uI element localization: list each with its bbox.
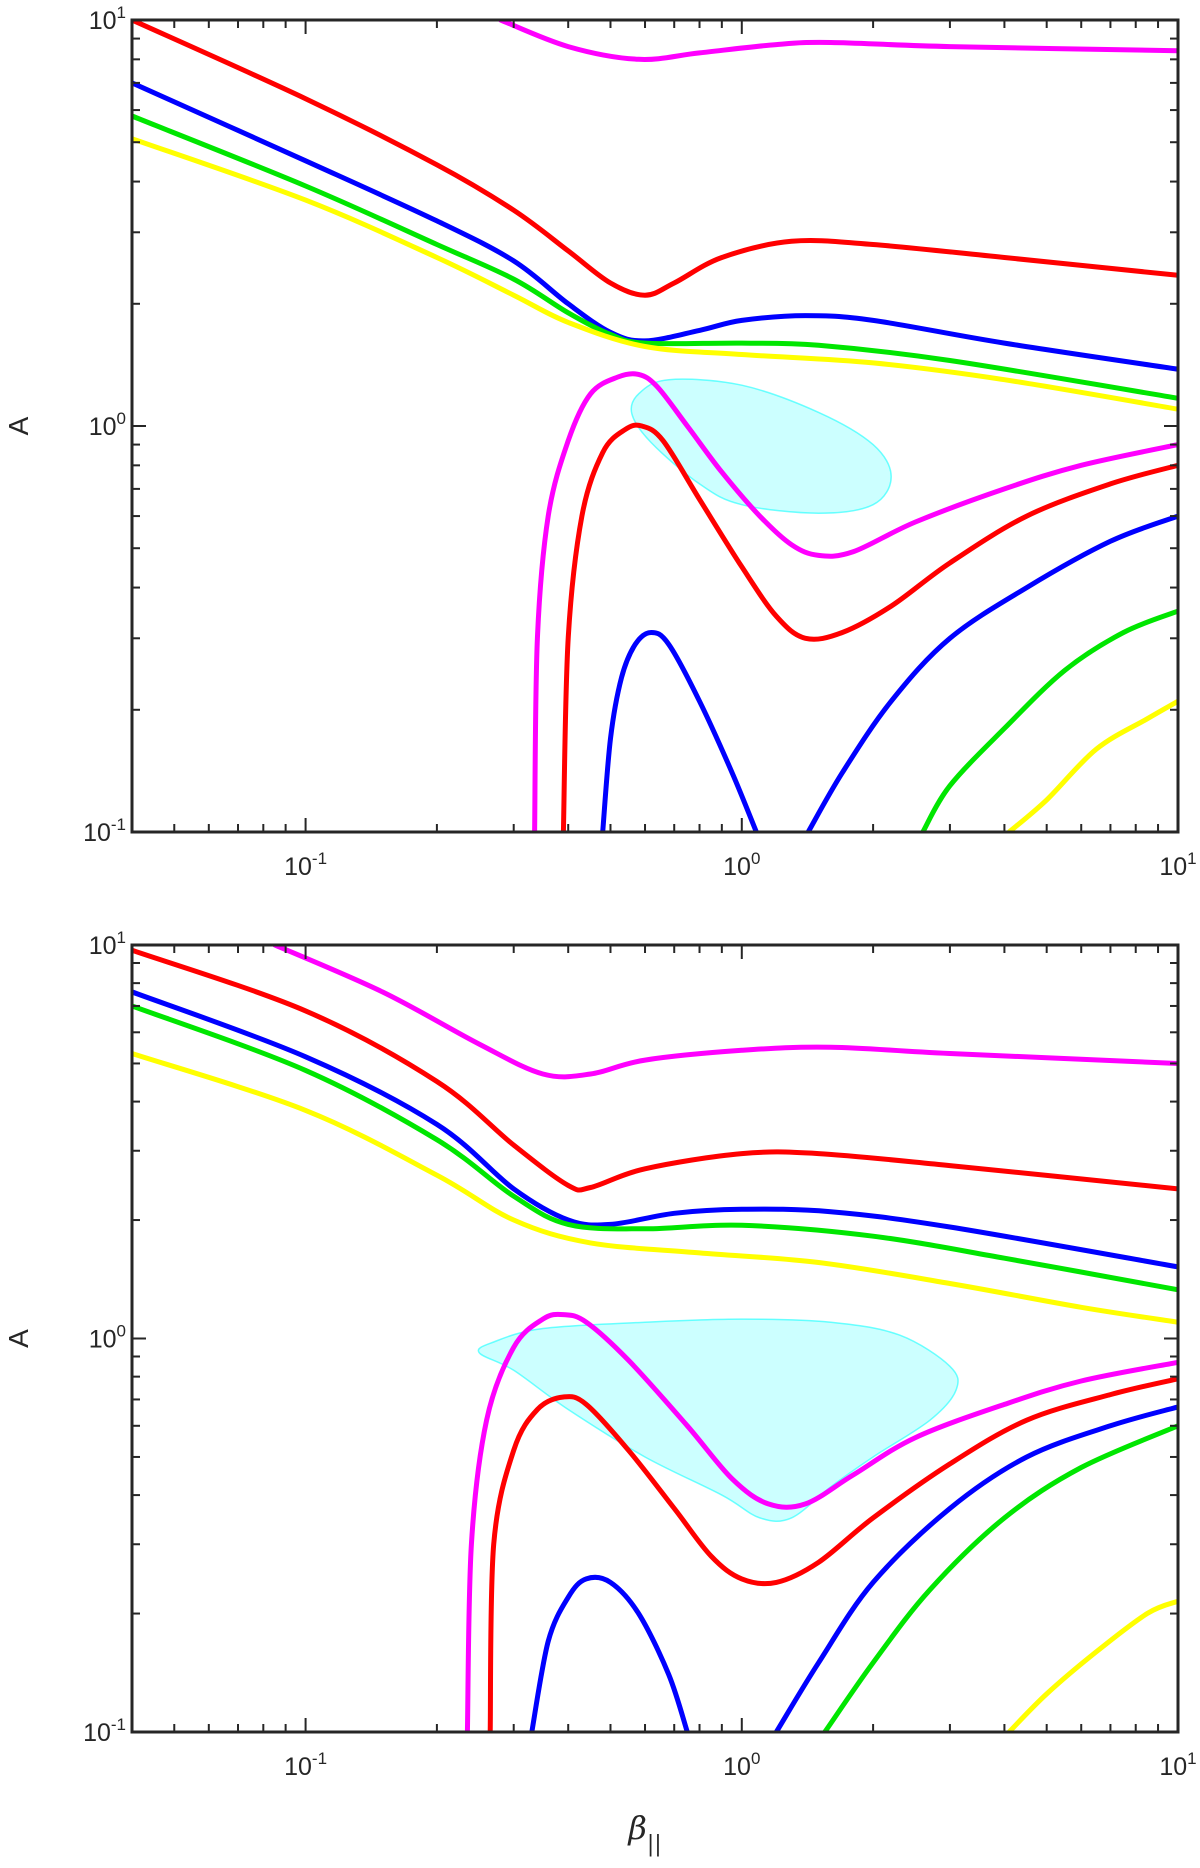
series-line-lower-10 [1006,1598,1178,1732]
x-tick-label: 100 [723,1749,760,1781]
x-axis-label-symbol: β [627,1809,647,1847]
series-line-lower-10 [1006,698,1178,832]
y-tick-label: 100 [89,409,126,441]
x-tick-label: 10-1 [284,1749,327,1781]
x-axis-label-subscript: || [647,1832,662,1857]
tick-exponent: 0 [751,849,760,868]
series-line-upper-3 [132,113,1178,401]
tick-exponent: 0 [117,1322,126,1341]
tick-base: 10 [89,932,117,960]
x-tick-label: 10-1 [284,849,327,881]
x-tick-label: 100 [723,849,760,881]
tick-exponent: 1 [1187,1749,1196,1768]
tick-exponent: -1 [111,815,126,834]
series-line-lower-7 [600,630,759,832]
series-line-lower-8 [805,513,1178,832]
plot-area [132,20,1178,832]
tick-base: 10 [284,1753,312,1781]
tick-exponent: -1 [111,1715,126,1734]
series-line-lower-9 [822,1423,1178,1732]
tick-base: 10 [83,1719,111,1747]
series-line-lower-5 [464,1311,1178,1732]
tick-exponent: -1 [312,1749,327,1768]
series-line-lower-6 [560,422,1178,832]
series-line-upper-4 [132,1051,1178,1325]
y-tick-label: 100 [89,1322,126,1354]
x-axis-label: β|| [627,1809,661,1857]
tick-base: 10 [284,853,312,881]
tick-exponent: -1 [312,849,327,868]
tick-exponent: 0 [117,409,126,428]
series-line-upper-2 [132,989,1178,1270]
tick-base: 10 [89,1326,117,1354]
tick-exponent: 1 [117,928,126,947]
plot-content [132,945,1178,1732]
series-line-upper-0 [272,945,1178,1080]
series-line-upper-1 [132,20,1178,298]
tick-exponent: 1 [1187,849,1196,868]
tick-base: 10 [1159,1753,1187,1781]
series-line-lower-9 [920,608,1178,832]
series-line-upper-3 [132,1003,1178,1293]
series-line-lower-7 [529,1574,690,1732]
tick-base: 10 [1159,853,1187,881]
series-line-lower-6 [487,1376,1178,1732]
y-axis-label: A [3,1329,34,1348]
tick-exponent: 0 [751,1749,760,1768]
series-line-upper-4 [132,136,1178,412]
plot-area [132,945,1178,1732]
shaded-region [477,1318,959,1523]
y-axis-label: A [3,416,34,435]
y-tick-label: 101 [89,3,126,35]
y-tick-label: 10-1 [83,815,126,847]
series-line-upper-1 [132,947,1178,1193]
tick-exponent: 1 [117,3,126,22]
tick-base: 10 [89,413,117,441]
axes-frame [130,18,1180,834]
y-tick-label: 10-1 [83,1715,126,1747]
plot-content [132,20,1178,832]
tick-base: 10 [723,853,751,881]
y-tick-label: 101 [89,928,126,960]
x-tick-label: 101 [1159,849,1196,881]
x-tick-label: 101 [1159,1749,1196,1781]
tick-base: 10 [83,819,111,847]
shaded-region [630,378,892,514]
series-line-lower-8 [773,1404,1178,1732]
axes-frame [130,943,1180,1734]
tick-base: 10 [723,1753,751,1781]
series-line-lower-5 [532,371,1178,832]
series-line-upper-0 [498,20,1178,62]
tick-base: 10 [89,7,117,35]
